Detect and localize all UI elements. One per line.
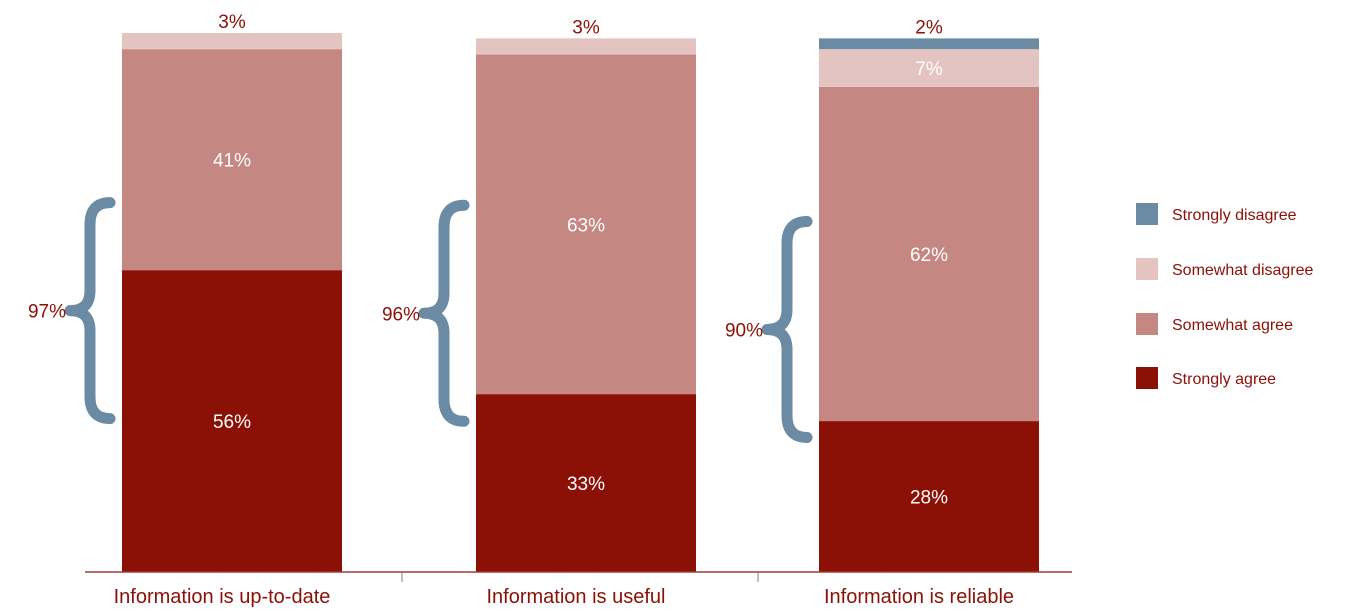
agree-braces-layer: 97% 96% 90% (28, 197, 813, 443)
legend: Strongly disagree Somewhat disagree Somewh… (1136, 203, 1314, 389)
legend-swatch-somewhat-agree (1136, 313, 1158, 335)
data-label-information-is-useful-somewhat-disagree: 3% (572, 17, 600, 38)
x-tick-label-information-is-reliable: Information is reliable (824, 586, 1014, 608)
brace-information-is-useful (418, 199, 470, 427)
data-label-information-is-reliable-strongly-disagree: 2% (915, 17, 943, 38)
bar-information-is-reliable-strongly-disagree (819, 38, 1039, 50)
agree-total-information-is-up-to-date: 97% (28, 302, 66, 323)
x-axis: Information is up-to-date Information is … (85, 571, 1072, 608)
agree-total-information-is-reliable: 90% (725, 320, 763, 341)
data-label-information-is-useful-somewhat-agree: 63% (567, 215, 605, 236)
legend-label-strongly-disagree: Strongly disagree (1172, 207, 1297, 224)
bars-layer: 56% 41% 3% 33% 63% 3% 28% 62% 7% 2% (122, 12, 1039, 572)
bar-information-is-reliable-strongly-agree (819, 421, 1039, 572)
bar-information-is-useful-somewhat-agree (476, 54, 696, 395)
data-label-information-is-reliable-somewhat-disagree: 7% (915, 59, 943, 80)
brace-information-is-reliable (761, 215, 813, 443)
bar-information-is-reliable-somewhat-disagree (819, 49, 1039, 87)
bar-information-is-useful-strongly-agree (476, 394, 696, 572)
legend-label-somewhat-disagree: Somewhat disagree (1172, 262, 1314, 279)
x-tick-label-information-is-useful: Information is useful (487, 586, 666, 608)
legend-swatch-strongly-agree (1136, 367, 1158, 389)
data-label-information-is-reliable-strongly-agree: 28% (910, 488, 948, 509)
bar-information-is-up-to-date-somewhat-disagree (122, 33, 342, 50)
legend-swatch-strongly-disagree (1136, 203, 1158, 225)
bar-information-is-reliable-somewhat-agree (819, 86, 1039, 422)
legend-label-strongly-agree: Strongly agree (1172, 371, 1276, 388)
data-label-information-is-up-to-date-somewhat-agree: 41% (213, 151, 251, 172)
data-label-information-is-up-to-date-strongly-agree: 56% (213, 412, 251, 433)
data-label-information-is-up-to-date-somewhat-disagree: 3% (218, 12, 246, 33)
bar-information-is-up-to-date-somewhat-agree (122, 49, 342, 271)
data-label-information-is-reliable-somewhat-agree: 62% (910, 245, 948, 266)
bar-information-is-up-to-date-strongly-agree (122, 270, 342, 572)
legend-label-somewhat-agree: Somewhat agree (1172, 317, 1293, 334)
x-tick-label-information-is-up-to-date: Information is up-to-date (114, 586, 331, 608)
brace-information-is-up-to-date (64, 197, 116, 425)
bar-information-is-useful-somewhat-disagree (476, 38, 696, 55)
data-label-information-is-useful-strongly-agree: 33% (567, 474, 605, 495)
agree-total-information-is-useful: 96% (382, 304, 420, 325)
legend-swatch-somewhat-disagree (1136, 258, 1158, 280)
